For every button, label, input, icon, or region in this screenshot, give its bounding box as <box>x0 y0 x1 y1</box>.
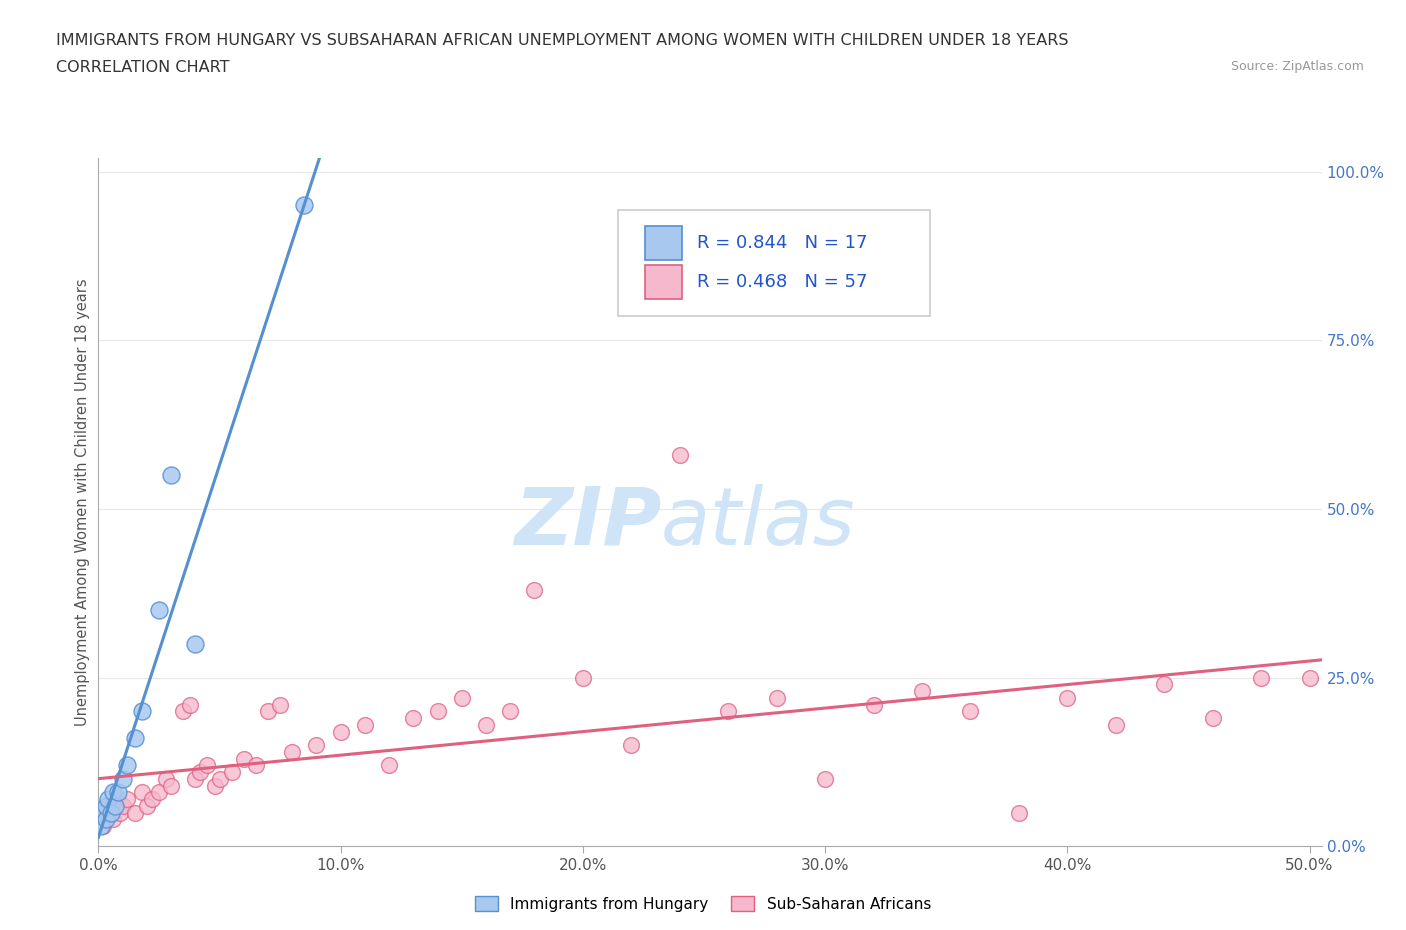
Point <box>257 704 280 719</box>
Point <box>141 791 163 806</box>
Point <box>1250 671 1272 685</box>
Point <box>97 798 120 813</box>
Point <box>911 684 934 698</box>
Point <box>1298 671 1320 685</box>
Point <box>100 805 122 820</box>
Point <box>97 791 120 806</box>
Point <box>269 698 291 712</box>
Text: ZIP: ZIP <box>513 484 661 562</box>
Point <box>1201 711 1223 725</box>
Point <box>184 771 207 786</box>
FancyBboxPatch shape <box>645 226 682 260</box>
Point <box>717 704 740 719</box>
Point <box>100 805 122 820</box>
Point <box>1056 690 1078 705</box>
Point <box>862 698 884 712</box>
Point <box>90 805 112 820</box>
Point <box>94 798 117 813</box>
Point <box>160 468 183 483</box>
Point <box>117 791 139 806</box>
Point <box>305 737 328 752</box>
Point <box>148 603 170 618</box>
Point <box>378 758 401 773</box>
FancyBboxPatch shape <box>645 265 682 299</box>
Point <box>135 798 157 813</box>
Point <box>620 737 643 752</box>
Point <box>668 447 690 462</box>
Point <box>292 198 315 213</box>
Point <box>188 764 211 779</box>
Point <box>402 711 425 725</box>
Point <box>91 805 114 820</box>
Point <box>160 778 183 793</box>
Point <box>1008 805 1031 820</box>
Point <box>90 818 112 833</box>
Point <box>104 798 127 813</box>
Point <box>124 805 146 820</box>
Point <box>111 798 134 813</box>
Point <box>104 798 127 813</box>
Text: R = 0.468   N = 57: R = 0.468 N = 57 <box>696 273 868 291</box>
Point <box>204 778 226 793</box>
Point <box>572 671 595 685</box>
Point <box>523 582 546 597</box>
Point <box>354 717 377 732</box>
Point <box>179 698 201 712</box>
Point <box>110 805 132 820</box>
Point <box>111 771 134 786</box>
Text: atlas: atlas <box>661 484 856 562</box>
Point <box>197 758 219 773</box>
Point <box>499 704 522 719</box>
Y-axis label: Unemployment Among Women with Children Under 18 years: Unemployment Among Women with Children U… <box>75 278 90 726</box>
Point <box>1153 677 1175 692</box>
Legend: Immigrants from Hungary, Sub-Saharan Africans: Immigrants from Hungary, Sub-Saharan Afr… <box>470 889 936 918</box>
Point <box>208 771 231 786</box>
Text: IMMIGRANTS FROM HUNGARY VS SUBSAHARAN AFRICAN UNEMPLOYMENT AMONG WOMEN WITH CHIL: IMMIGRANTS FROM HUNGARY VS SUBSAHARAN AF… <box>56 33 1069 47</box>
Text: R = 0.844   N = 17: R = 0.844 N = 17 <box>696 233 868 252</box>
Point <box>232 751 254 766</box>
Point <box>426 704 449 719</box>
Point <box>101 785 124 800</box>
Point <box>959 704 981 719</box>
Point <box>124 731 146 746</box>
Text: CORRELATION CHART: CORRELATION CHART <box>56 60 229 75</box>
Point <box>101 812 124 827</box>
Point <box>107 791 129 806</box>
Point <box>475 717 498 732</box>
Point <box>91 818 114 833</box>
Point <box>281 744 304 759</box>
Point <box>155 771 177 786</box>
Point <box>107 785 129 800</box>
Point <box>131 704 153 719</box>
Point <box>131 785 153 800</box>
Point <box>814 771 837 786</box>
Point <box>450 690 472 705</box>
Point <box>148 785 170 800</box>
Point <box>172 704 194 719</box>
Point <box>94 812 117 827</box>
Point <box>1105 717 1128 732</box>
Point <box>245 758 267 773</box>
Point <box>765 690 787 705</box>
Point <box>221 764 243 779</box>
Point <box>184 636 207 651</box>
Point <box>329 724 352 739</box>
Point <box>117 758 139 773</box>
FancyBboxPatch shape <box>619 210 931 316</box>
Text: Source: ZipAtlas.com: Source: ZipAtlas.com <box>1230 60 1364 73</box>
Point <box>94 812 117 827</box>
